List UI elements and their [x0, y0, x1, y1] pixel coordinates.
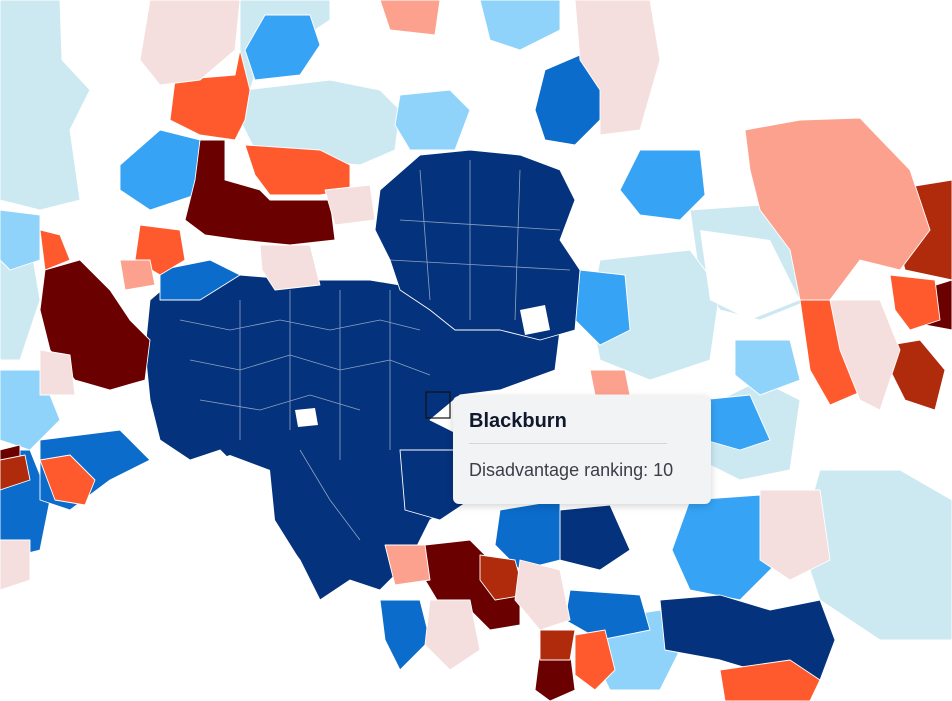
region-north-pink-3[interactable] [324, 184, 376, 226]
region-south-red-orange[interactable] [539, 629, 576, 661]
region-west-salmon-1[interactable] [119, 259, 156, 291]
region-east-pink-1[interactable] [829, 299, 901, 411]
region-north-pink-1[interactable] [139, 0, 241, 86]
tooltip-ranking: Disadvantage ranking: 10 [469, 460, 674, 480]
region-south-pink-1[interactable] [424, 599, 481, 671]
region-north-light-2[interactable] [394, 89, 471, 151]
region-south-orange-2[interactable] [719, 659, 821, 701]
region-west-dark-orange[interactable] [0, 454, 31, 491]
region-north-west-rural[interactable] [0, 0, 91, 211]
region-north-mid-1[interactable] [244, 14, 321, 81]
region-south-navy-1[interactable] [559, 504, 631, 571]
region-north-red-1[interactable] [184, 139, 336, 246]
region-tooltip: Blackburn Disadvantage ranking: 10 [453, 396, 711, 504]
region-north-mid-2[interactable] [119, 129, 201, 211]
region-north-pink-4[interactable] [259, 244, 321, 291]
region-south-pink-2[interactable] [514, 559, 571, 631]
region-south-blue-2[interactable] [564, 589, 651, 641]
region-east-salmon-small[interactable] [589, 369, 631, 396]
region-north-pink-2[interactable] [574, 0, 661, 136]
region-south-navy-2[interactable] [659, 594, 836, 681]
region-west-pink-2[interactable] [39, 349, 76, 396]
region-south-red-1[interactable] [424, 539, 521, 631]
region-south-east-metro[interactable] [399, 449, 471, 521]
region-north-salmon-1[interactable] [379, 0, 441, 36]
region-white-gap-1 [700, 230, 800, 320]
metro-boundaries [179, 160, 571, 541]
region-west-pink-1[interactable] [0, 539, 31, 591]
region-west-orange-1[interactable] [39, 454, 96, 506]
region-east-pink-2[interactable] [759, 489, 831, 581]
selected-region-outline [425, 391, 451, 419]
bay-water [0, 455, 400, 701]
tooltip-region-name: Blackburn [469, 410, 667, 444]
region-north-blue[interactable] [159, 259, 241, 301]
region-north-east-metro[interactable] [374, 149, 581, 341]
region-south-dark-orange[interactable] [479, 554, 526, 601]
region-east-mid-1[interactable] [619, 149, 706, 221]
region-north-light-1[interactable] [479, 0, 561, 51]
region-north-orange-1[interactable] [169, 49, 251, 141]
region-north-light-3[interactable] [0, 209, 41, 271]
region-south-orange-1[interactable] [574, 629, 616, 691]
region-east-orange-2[interactable] [889, 274, 941, 331]
region-east-mid-2[interactable] [574, 269, 631, 346]
region-north-central-rural[interactable] [239, 79, 401, 166]
region-west-orange-2[interactable] [39, 229, 71, 271]
region-white-gap-3 [295, 408, 318, 427]
region-south-salmon-1[interactable] [384, 544, 431, 586]
region-east-salmon-big[interactable] [744, 117, 931, 301]
region-white-gap-2 [520, 305, 550, 335]
region-east-light-1[interactable] [734, 339, 801, 396]
region-south-coastal-blue[interactable] [379, 599, 431, 671]
